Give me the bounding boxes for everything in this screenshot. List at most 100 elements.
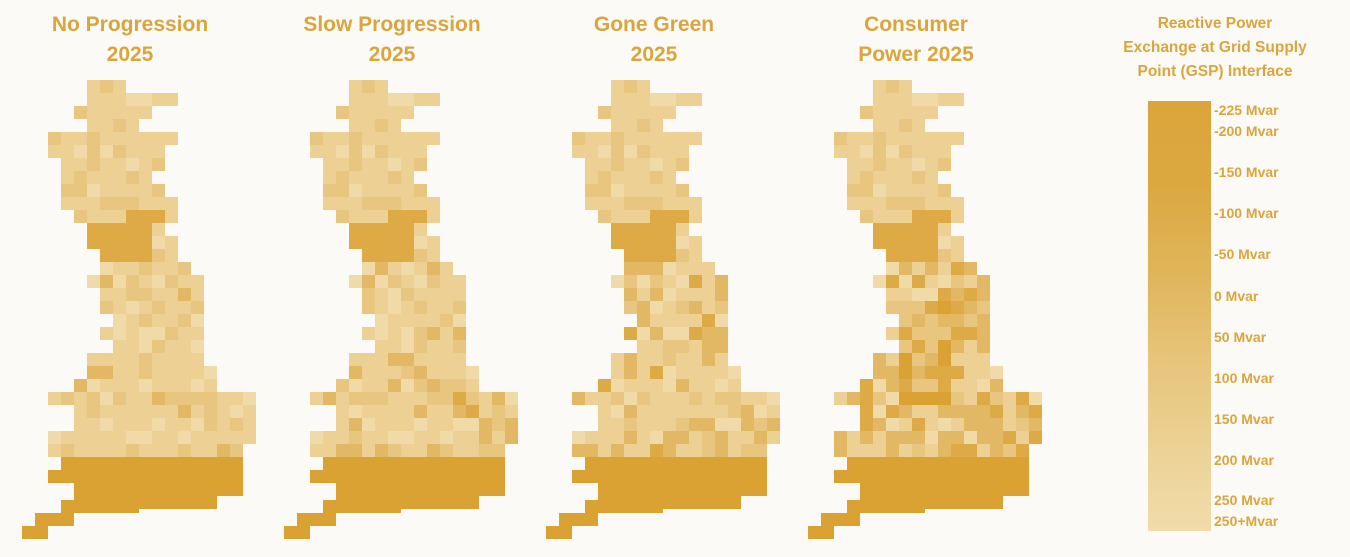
map-region-cell [637, 487, 650, 500]
map-region-cell [650, 288, 663, 301]
map-region-cell [899, 119, 912, 132]
map-region-cell [951, 210, 964, 223]
map-region-cell [388, 93, 401, 106]
map-region-cell [650, 340, 663, 353]
map-region-cell [440, 327, 453, 340]
map-region-cell [388, 366, 401, 379]
map-region-cell [126, 500, 139, 513]
map-region-cell [663, 158, 676, 171]
map-region-cell [74, 431, 87, 444]
map-region-cell [453, 314, 466, 327]
map-region-cell [951, 470, 964, 483]
map-region-cell [886, 275, 899, 288]
map-region-cell [754, 444, 767, 457]
map-region-cell [204, 392, 217, 405]
map-region-cell [689, 392, 702, 405]
map-region-cell [113, 444, 126, 457]
map-region-cell [349, 444, 362, 457]
map-region-cell [165, 132, 178, 145]
map-region-cell [886, 197, 899, 210]
map-region-cell [951, 197, 964, 210]
legend-color-bar [1148, 101, 1211, 531]
map-region-cell [375, 379, 388, 392]
map-region-cell [964, 457, 977, 470]
map-region-cell [152, 197, 165, 210]
map-region-cell [899, 197, 912, 210]
map-region-cell [126, 327, 139, 340]
map-region-cell [938, 223, 951, 236]
map-region-cell [663, 353, 676, 366]
map-region-cell [440, 496, 453, 509]
map-region-cell [479, 470, 492, 483]
map-region-cell [349, 119, 362, 132]
map-region-cell [388, 210, 401, 223]
map-region-cell [886, 405, 899, 418]
map-region-cell [139, 470, 152, 483]
map-region-cell [139, 132, 152, 145]
map-region-cell [126, 444, 139, 457]
legend-tick-label: 100 Mvar [1214, 370, 1274, 386]
map-region-cell [388, 487, 401, 500]
map-region-cell [925, 197, 938, 210]
map-region-cell [689, 431, 702, 444]
map-region-cell [440, 470, 453, 483]
map-region-cell [611, 93, 624, 106]
map-region-cell [152, 366, 165, 379]
map-region-cell [847, 392, 860, 405]
map-region-cell [715, 483, 728, 496]
map-region-cell [977, 288, 990, 301]
map-region-cell [624, 106, 637, 119]
map-region-cell [388, 314, 401, 327]
map-region-cell [401, 249, 414, 262]
map-region-cell [349, 353, 362, 366]
map-region-cell [873, 145, 886, 158]
map-region-cell [336, 431, 349, 444]
map-region-cell [362, 431, 375, 444]
map-region-cell [912, 418, 925, 431]
map-region-cell [362, 223, 375, 236]
map-region-cell [834, 513, 847, 526]
map-region-cell [572, 513, 585, 526]
map-region-cell [663, 210, 676, 223]
map-region-cell [427, 353, 440, 366]
map-region-cell [715, 301, 728, 314]
map-region-cell [886, 392, 899, 405]
map-region-cell [401, 158, 414, 171]
map-region-cell [401, 93, 414, 106]
map-region-cell [860, 392, 873, 405]
map-region-cell [126, 275, 139, 288]
map-region-cell [349, 457, 362, 470]
map-region-cell [427, 210, 440, 223]
map-region-cell [61, 145, 74, 158]
map-region-cell [362, 262, 375, 275]
map-region-cell [152, 275, 165, 288]
map-region-cell [139, 288, 152, 301]
map-region-cell [453, 366, 466, 379]
map-region-cell [860, 184, 873, 197]
map-region-cell [598, 132, 611, 145]
map-region-cell [964, 470, 977, 483]
map-region-cell [310, 132, 323, 145]
map-region-cell [126, 93, 139, 106]
map-region-cell [388, 158, 401, 171]
map-region-cell [74, 132, 87, 145]
map-region-cell [572, 145, 585, 158]
map-region-cell [126, 301, 139, 314]
map-region-cell [401, 431, 414, 444]
map-region-cell [165, 197, 178, 210]
map-region-cell [505, 405, 518, 418]
map-region-cell [741, 431, 754, 444]
map-region-cell [676, 327, 689, 340]
map-region-cell [165, 353, 178, 366]
map-region-cell [362, 327, 375, 340]
map-region-cell [912, 249, 925, 262]
map-region-cell [938, 197, 951, 210]
map-region-cell [152, 392, 165, 405]
map-region-cell [860, 145, 873, 158]
map-region-cell [873, 80, 886, 93]
map-region-cell [873, 392, 886, 405]
map-region-cell [663, 288, 676, 301]
gb-map [546, 80, 780, 539]
map-region-cell [139, 457, 152, 470]
map-region-cell [598, 392, 611, 405]
